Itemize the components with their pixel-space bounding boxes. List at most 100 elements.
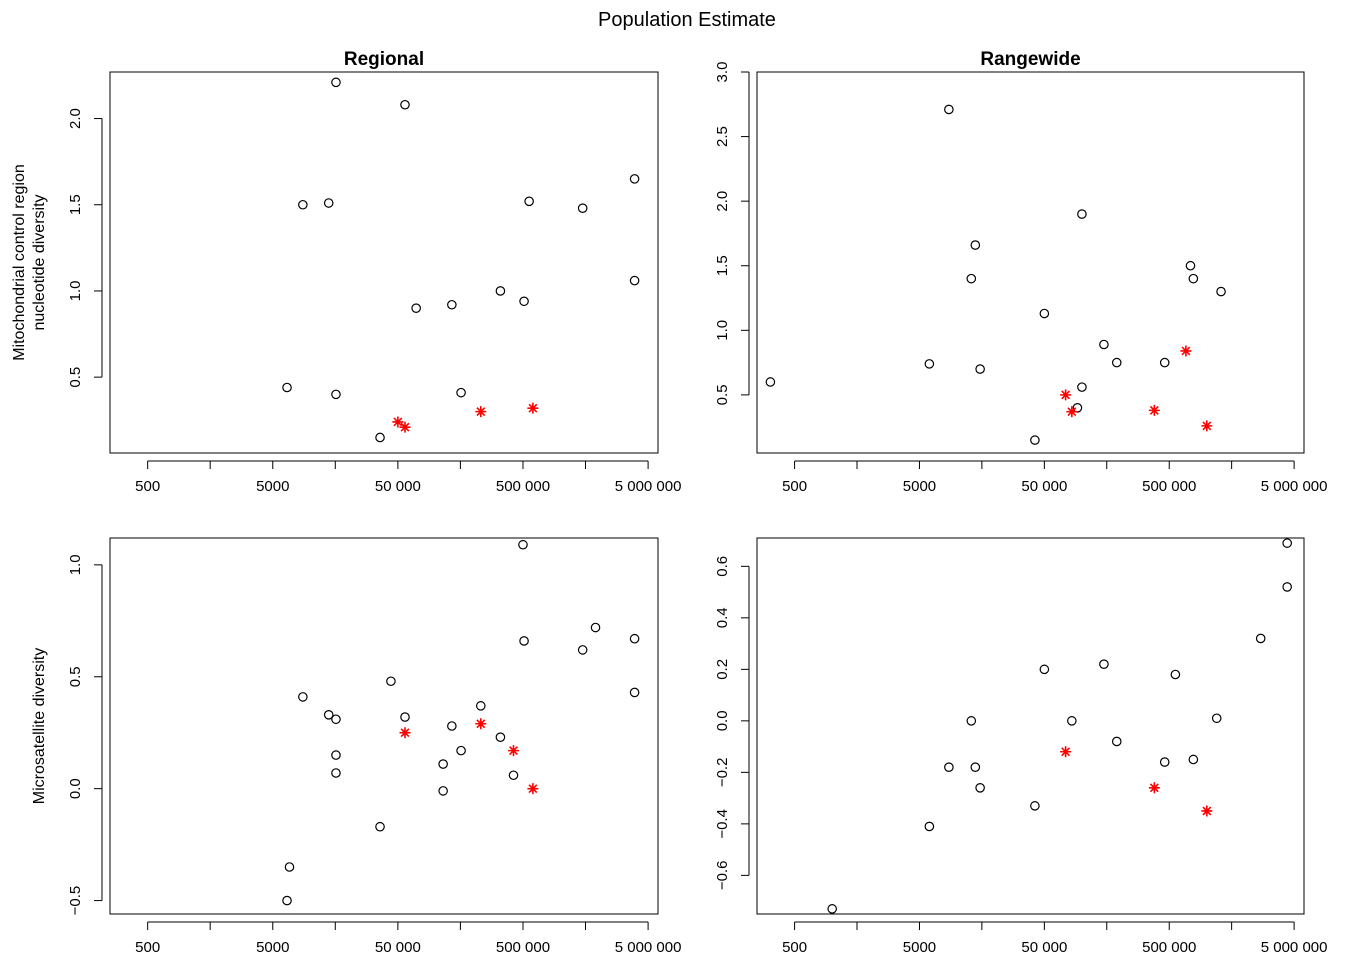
data-point — [966, 273, 977, 284]
data-point — [508, 770, 519, 781]
data-point-star — [1060, 389, 1072, 401]
data-point — [447, 299, 457, 310]
data-point-star — [399, 421, 411, 433]
y-tick-label: 0.0 — [714, 710, 731, 731]
x-tick-label: 5 000 000 — [615, 939, 682, 956]
data-point — [298, 692, 308, 702]
x-tick-label: 5000 — [256, 939, 289, 956]
y-tick-label: 0.4 — [714, 607, 731, 628]
x-tick-label: 500 000 — [1142, 939, 1196, 956]
data-point — [1039, 308, 1050, 319]
x-tick-label: 50 000 — [1021, 939, 1067, 956]
data-point — [323, 198, 334, 208]
y-tick-label: 2.0 — [714, 191, 731, 212]
data-point — [577, 645, 588, 655]
y-axis-label: Microsatellite diversity — [31, 648, 48, 804]
data-point — [447, 721, 457, 731]
panel-title: Regional — [344, 49, 424, 70]
data-point — [765, 377, 776, 387]
data-point — [629, 687, 640, 698]
panel-rangewide-microsat: 500 5000 50 000 500 000 5 000 000 −0.6 −0.4 −0.… — [714, 537, 1328, 956]
data-point-star — [1148, 782, 1160, 794]
y-tick-label: 1.5 — [67, 194, 84, 215]
data-point — [1099, 339, 1109, 350]
data-point — [1188, 273, 1199, 284]
data-point — [924, 821, 935, 832]
data-point-star — [508, 745, 520, 757]
data-point — [975, 783, 985, 793]
data-point — [331, 768, 341, 778]
y-tick-label: −0.4 — [714, 809, 731, 839]
data-point-star — [1201, 805, 1213, 817]
data-point — [1211, 713, 1222, 724]
panel-title: Rangewide — [980, 49, 1080, 70]
data-point — [375, 821, 385, 832]
data-point — [1067, 716, 1077, 726]
x-tick-label: 50 000 — [375, 939, 421, 956]
data-point-star — [1201, 420, 1213, 432]
y-tick-label: 0.5 — [67, 367, 84, 388]
data-point — [386, 676, 396, 687]
x-tick-label: 500 000 — [1142, 478, 1196, 495]
data-point — [975, 364, 985, 374]
data-point — [1255, 633, 1266, 644]
data-point — [282, 895, 292, 906]
data-point — [524, 196, 534, 207]
panel-regional-microsat: 500 5000 50 000 500 000 5 000 000 −0.5 0.0 0.5 1… — [31, 537, 682, 956]
data-point — [284, 862, 295, 872]
plot-frame — [756, 537, 1305, 915]
data-point — [1216, 286, 1226, 297]
y-tick-label: −0.5 — [67, 886, 84, 916]
data-point — [331, 714, 341, 725]
data-point — [1072, 402, 1083, 413]
data-point — [411, 303, 421, 313]
data-point — [375, 432, 385, 443]
data-point — [438, 759, 448, 769]
x-tick-label: 500 — [782, 939, 807, 956]
y-tick-label: 0.5 — [714, 384, 731, 405]
data-point — [1099, 659, 1109, 669]
data-point — [475, 701, 486, 711]
data-point — [827, 904, 837, 914]
data-point — [495, 286, 506, 296]
y-tick-label: 1.0 — [67, 554, 84, 575]
plot-frame — [756, 71, 1305, 454]
data-point — [1170, 669, 1181, 680]
y-tick-label: 0.2 — [714, 659, 731, 680]
data-point — [966, 716, 977, 726]
figure-title: Population Estimate — [598, 9, 776, 31]
data-point — [400, 712, 410, 722]
data-point — [518, 539, 528, 550]
x-tick-label: 5000 — [903, 478, 936, 495]
data-point — [944, 104, 954, 115]
data-point — [577, 203, 588, 213]
x-tick-label: 5 000 000 — [615, 478, 682, 495]
data-point-star — [1148, 404, 1160, 416]
data-point-star — [527, 783, 539, 795]
data-point — [924, 359, 935, 369]
x-tick-label: 5000 — [256, 478, 289, 495]
plot-frame — [109, 537, 659, 915]
data-point — [590, 622, 601, 633]
y-tick-label: 2.5 — [714, 126, 731, 147]
data-point — [944, 762, 954, 773]
data-point — [331, 750, 341, 760]
data-point-star — [1066, 406, 1078, 418]
x-tick-label: 5 000 000 — [1261, 939, 1328, 956]
data-point — [1077, 209, 1087, 219]
data-point-star — [1060, 746, 1072, 758]
data-point — [519, 636, 529, 646]
data-point — [1282, 538, 1292, 548]
y-axis-label: nucleotide diversity — [31, 194, 48, 330]
data-point — [323, 710, 334, 720]
x-tick-label: 500 000 — [496, 478, 550, 495]
data-point-star — [399, 727, 411, 739]
data-point — [495, 732, 506, 742]
x-tick-label: 500 000 — [496, 939, 550, 956]
x-tick-label: 500 — [782, 478, 807, 495]
x-tick-label: 500 — [135, 478, 160, 495]
x-tick-label: 5000 — [903, 939, 936, 956]
y-tick-label: 1.0 — [67, 281, 84, 302]
data-point-star — [475, 406, 487, 418]
